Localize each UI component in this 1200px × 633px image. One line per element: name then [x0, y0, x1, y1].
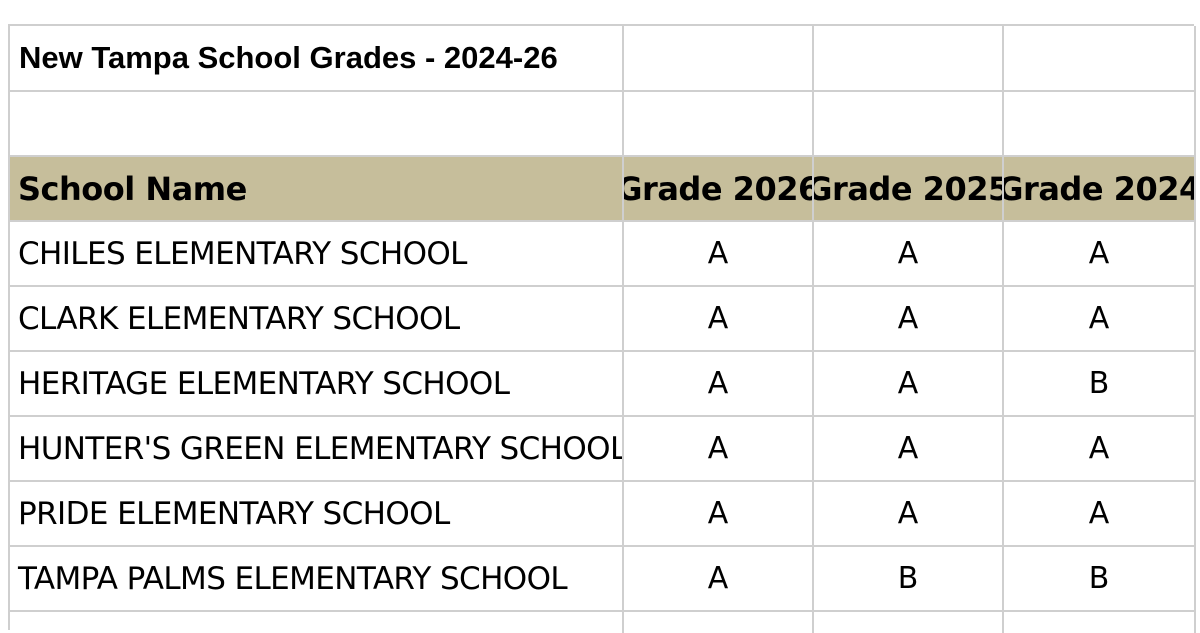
grade-2025-cell[interactable]: A [814, 417, 1004, 482]
header-grade-2025[interactable]: Grade 2025 [814, 157, 1004, 222]
header-grade-2024[interactable]: Grade 2024 [1004, 157, 1196, 222]
grade-2024-cell[interactable]: A [1004, 287, 1196, 352]
grade-2024-cell[interactable]: B [1004, 352, 1196, 417]
grade-2026-cell[interactable]: A [624, 352, 814, 417]
grade-2026-cell[interactable]: A [624, 222, 814, 287]
grade-2026-cell[interactable]: A [624, 417, 814, 482]
empty-cell[interactable] [10, 612, 624, 633]
grade-2025-cell[interactable]: A [814, 482, 1004, 547]
school-name-cell[interactable]: PRIDE ELEMENTARY SCHOOL [10, 482, 624, 547]
school-name-cell[interactable]: HERITAGE ELEMENTARY SCHOOL [10, 352, 624, 417]
empty-cell[interactable] [814, 612, 1004, 633]
grade-2024-cell[interactable]: A [1004, 482, 1196, 547]
empty-cell[interactable] [1004, 612, 1196, 633]
grade-2024-cell[interactable]: B [1004, 547, 1196, 612]
empty-cell[interactable] [814, 92, 1004, 157]
school-name-cell[interactable]: CLARK ELEMENTARY SCHOOL [10, 287, 624, 352]
school-name-cell[interactable]: TAMPA PALMS ELEMENTARY SCHOOL [10, 547, 624, 612]
empty-cell[interactable] [814, 26, 1004, 92]
empty-cell[interactable] [624, 26, 814, 92]
grade-2026-cell[interactable]: A [624, 482, 814, 547]
table-title[interactable]: New Tampa School Grades - 2024-26 [10, 26, 624, 92]
grade-2024-cell[interactable]: A [1004, 222, 1196, 287]
grade-2026-cell[interactable]: A [624, 547, 814, 612]
empty-cell[interactable] [1004, 92, 1196, 157]
grade-2025-cell[interactable]: B [814, 547, 1004, 612]
empty-cell[interactable] [624, 612, 814, 633]
grades-table: New Tampa School Grades - 2024-26 School… [8, 24, 1196, 633]
grade-2025-cell[interactable]: A [814, 287, 1004, 352]
header-grade-2026[interactable]: Grade 2026 [624, 157, 814, 222]
header-school-name[interactable]: School Name [10, 157, 624, 222]
grade-2024-cell[interactable]: A [1004, 417, 1196, 482]
school-name-cell[interactable]: CHILES ELEMENTARY SCHOOL [10, 222, 624, 287]
empty-cell[interactable] [1004, 26, 1196, 92]
grade-2025-cell[interactable]: A [814, 352, 1004, 417]
empty-cell[interactable] [10, 92, 624, 157]
grade-2025-cell[interactable]: A [814, 222, 1004, 287]
grade-2026-cell[interactable]: A [624, 287, 814, 352]
school-name-cell[interactable]: HUNTER'S GREEN ELEMENTARY SCHOOL [10, 417, 624, 482]
empty-cell[interactable] [624, 92, 814, 157]
